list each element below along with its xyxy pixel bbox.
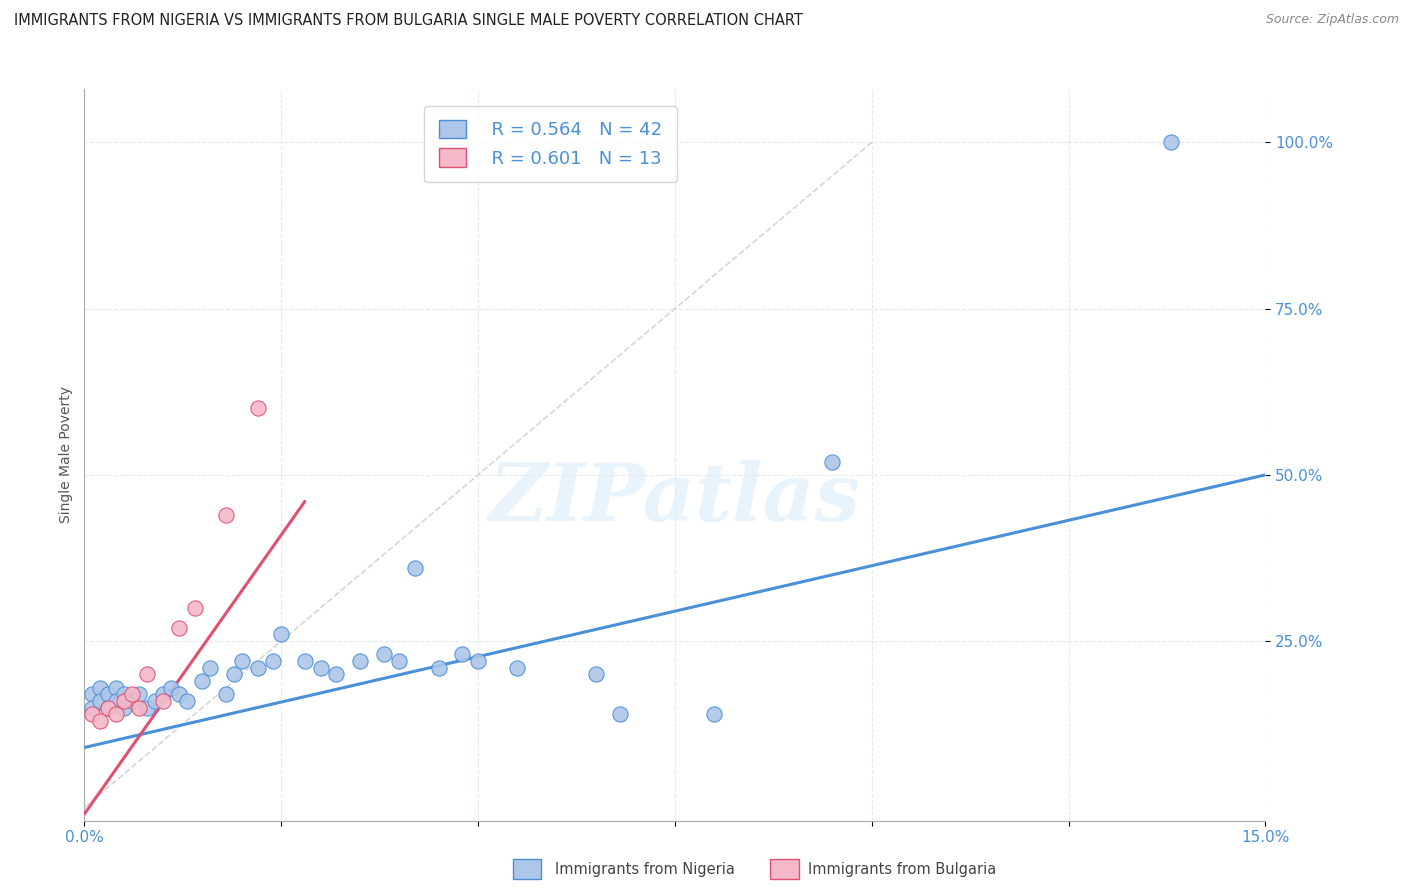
Point xyxy=(294,654,316,668)
Text: Immigrants from Bulgaria: Immigrants from Bulgaria xyxy=(808,863,997,877)
Point xyxy=(121,687,143,701)
Point xyxy=(167,687,190,701)
Text: ZIPatlas: ZIPatlas xyxy=(489,460,860,538)
Point xyxy=(215,687,238,701)
Point xyxy=(112,700,135,714)
Point xyxy=(112,687,135,701)
Point xyxy=(104,707,127,722)
Point xyxy=(160,681,183,695)
Point xyxy=(97,700,120,714)
Point xyxy=(703,707,725,722)
Point xyxy=(104,694,127,708)
Legend:   R = 0.564   N = 42,   R = 0.601   N = 13: R = 0.564 N = 42, R = 0.601 N = 13 xyxy=(425,105,676,182)
Point xyxy=(325,667,347,681)
Point xyxy=(270,627,292,641)
Point xyxy=(82,687,104,701)
Point xyxy=(467,654,489,668)
Point xyxy=(152,694,174,708)
Point xyxy=(89,681,111,695)
Text: IMMIGRANTS FROM NIGERIA VS IMMIGRANTS FROM BULGARIA SINGLE MALE POVERTY CORRELAT: IMMIGRANTS FROM NIGERIA VS IMMIGRANTS FR… xyxy=(14,13,803,29)
Point xyxy=(136,667,159,681)
Point xyxy=(231,654,253,668)
Point xyxy=(200,661,222,675)
Point xyxy=(309,661,332,675)
Point xyxy=(404,561,426,575)
Point xyxy=(104,681,127,695)
Point xyxy=(609,707,631,722)
Point xyxy=(1160,136,1182,150)
Point xyxy=(97,687,120,701)
Point xyxy=(388,654,411,668)
Point xyxy=(143,694,166,708)
Point xyxy=(121,694,143,708)
Point xyxy=(246,401,269,416)
Point xyxy=(167,621,190,635)
Text: Source: ZipAtlas.com: Source: ZipAtlas.com xyxy=(1265,13,1399,27)
Point xyxy=(427,661,450,675)
Point xyxy=(373,648,395,662)
Point xyxy=(262,654,284,668)
Point xyxy=(97,700,120,714)
Text: Immigrants from Nigeria: Immigrants from Nigeria xyxy=(555,863,735,877)
Point xyxy=(82,707,104,722)
Point xyxy=(191,673,214,688)
Point xyxy=(506,661,529,675)
Point xyxy=(215,508,238,522)
Point xyxy=(89,714,111,728)
Point xyxy=(128,687,150,701)
Y-axis label: Single Male Poverty: Single Male Poverty xyxy=(59,386,73,524)
Point xyxy=(82,700,104,714)
Point xyxy=(176,694,198,708)
Point xyxy=(183,600,205,615)
Point xyxy=(152,687,174,701)
Point xyxy=(821,454,844,468)
Point xyxy=(451,648,474,662)
Point xyxy=(128,700,150,714)
Point xyxy=(89,694,111,708)
Point xyxy=(136,700,159,714)
Point xyxy=(112,694,135,708)
Point xyxy=(349,654,371,668)
Point xyxy=(585,667,607,681)
Point xyxy=(246,661,269,675)
Point xyxy=(222,667,245,681)
